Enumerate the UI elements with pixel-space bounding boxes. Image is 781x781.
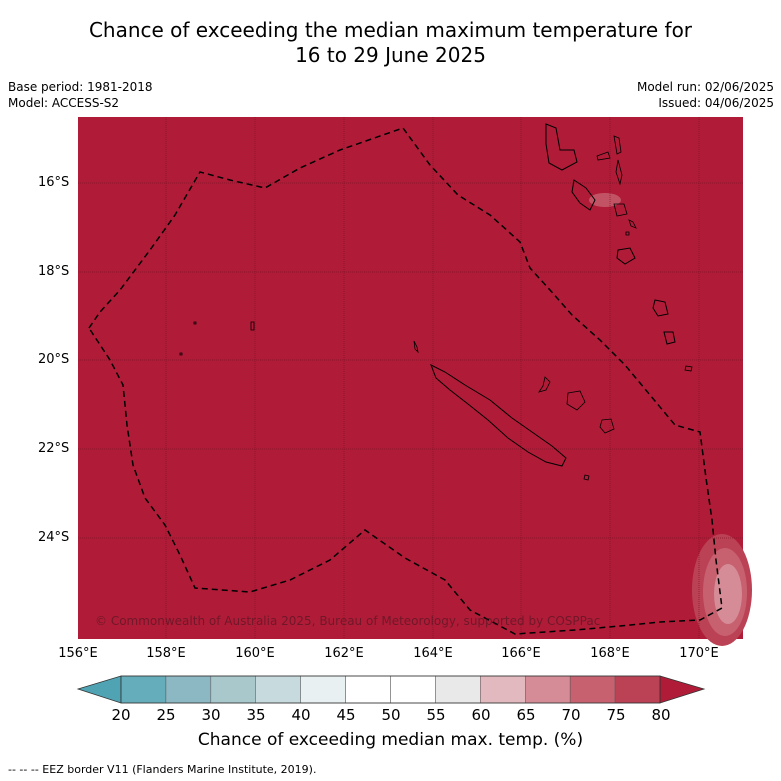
colorbar-swatch [300, 675, 346, 704]
colorbar-over-arrow [659, 675, 706, 704]
lat-label-20s: 20°S [38, 352, 70, 367]
lon-label-166e: 166°E [501, 646, 541, 661]
cb-tick-25: 25 [156, 706, 176, 724]
efate-island [616, 247, 636, 265]
malekula-island [571, 179, 596, 211]
colorbar-swatch [480, 675, 526, 704]
aneityum-island [684, 365, 693, 372]
lat-label-18s: 18°S [38, 264, 70, 279]
lon-label-164e: 164°E [413, 646, 453, 661]
ambae-island [596, 151, 611, 161]
new-caledonia-island [430, 363, 567, 467]
model-name: Model: ACCESS-S2 [8, 96, 120, 110]
map-gridlines [78, 117, 743, 639]
lon-label-170e: 170°E [679, 646, 719, 661]
colorbar-swatch [165, 675, 212, 704]
cb-tick-40: 40 [291, 706, 311, 724]
cb-tick-60: 60 [471, 706, 491, 724]
belep-islands [413, 340, 419, 354]
lon-label-158e: 158°E [146, 646, 186, 661]
espiritu-santo-island [545, 123, 578, 171]
cb-tick-70: 70 [561, 706, 581, 724]
meta-right: Model run: 02/06/2025 Issued: 04/06/2025 [637, 79, 774, 111]
epi-islands [613, 203, 628, 217]
lat-label-24s: 24°S [38, 530, 70, 545]
title-line-1: Chance of exceeding the median maximum t… [88, 18, 693, 42]
cb-tick-50: 50 [381, 706, 401, 724]
colorbar-swatch [569, 675, 616, 704]
cb-tick-65: 65 [516, 706, 536, 724]
mare-island [599, 418, 615, 434]
cb-tick-20: 20 [111, 706, 131, 724]
isle-of-pines [583, 474, 590, 481]
lon-label-162e: 162°E [324, 646, 364, 661]
colorbar-swatch [120, 675, 167, 704]
colorbar-swatch [390, 675, 436, 704]
cb-tick-35: 35 [246, 706, 266, 724]
copyright-notice: © Commonwealth of Australia 2025, Bureau… [95, 614, 601, 628]
colorbar-swatch [435, 675, 481, 704]
colorbar-swatches [120, 675, 661, 704]
eez-border [88, 127, 723, 635]
colorbar-swatch [210, 675, 256, 704]
issued-date: Issued: 04/06/2025 [658, 96, 774, 110]
pentecost-island [615, 159, 623, 186]
model-run: Model run: 02/06/2025 [636, 80, 774, 94]
lat-label-16s: 16°S [38, 175, 70, 190]
erromango-island [652, 299, 669, 317]
colorbar-swatch [345, 675, 391, 704]
tanna-island [663, 331, 676, 345]
anomaly-patch-vanuatu [589, 193, 621, 207]
chart-title: Chance of exceeding the median maximum t… [0, 18, 781, 68]
cb-tick-80: 80 [651, 706, 671, 724]
colorbar-under-arrow [76, 675, 122, 704]
cb-tick-55: 55 [426, 706, 446, 724]
anomaly-patch-southeast [692, 534, 752, 646]
colorbar-swatch [614, 675, 661, 704]
colorbar [76, 675, 706, 704]
colorbar-label: Chance of exceeding median max. temp. (%… [197, 730, 584, 750]
colorbar-swatch [255, 675, 301, 704]
lat-label-22s: 22°S [38, 441, 70, 456]
small-islets [625, 219, 637, 236]
cb-tick-30: 30 [201, 706, 221, 724]
lifou-island [566, 390, 586, 411]
ouvea-island [538, 376, 551, 393]
western-islets [179, 321, 255, 356]
colorbar-frame [120, 675, 661, 704]
colorbar-swatch [525, 675, 571, 704]
lon-label-156e: 156°E [58, 646, 98, 661]
maewo-island [613, 135, 622, 155]
base-period: Base period: 1981-2018 [8, 80, 153, 94]
title-line-2: 16 to 29 June 2025 [295, 43, 486, 67]
cb-tick-75: 75 [606, 706, 626, 724]
lon-label-160e: 160°E [235, 646, 275, 661]
meta-left: Base period: 1981-2018 Model: ACCESS-S2 [8, 79, 153, 111]
cb-tick-45: 45 [336, 706, 356, 724]
lon-label-168e: 168°E [590, 646, 630, 661]
eez-footnote: -- -- -- EEZ border V11 (Flanders Marine… [8, 763, 317, 776]
map-background [78, 117, 743, 639]
